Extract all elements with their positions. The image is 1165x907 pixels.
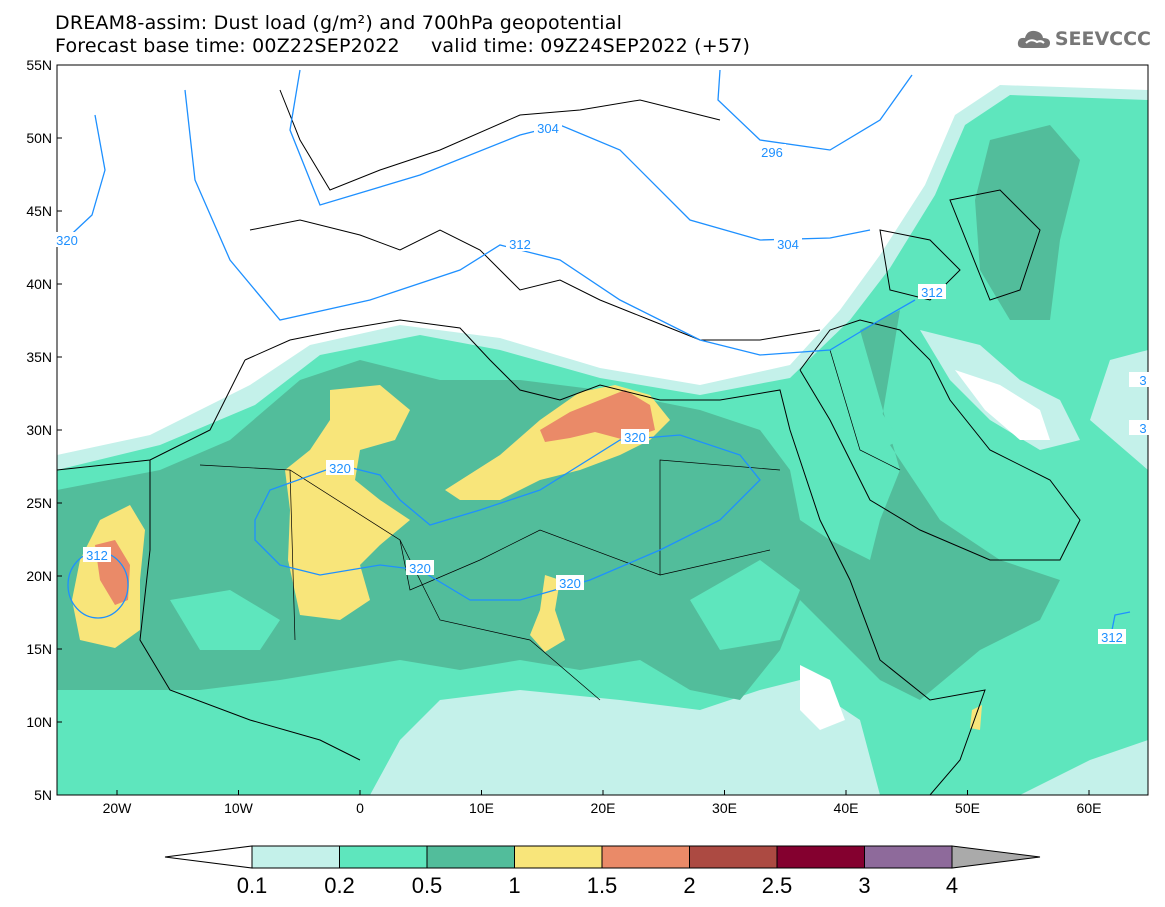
colorbar-tick-label: 2.5 xyxy=(762,873,793,898)
dust-1 xyxy=(285,385,410,620)
contour-label-bg xyxy=(1129,420,1157,435)
lat-label: 30N xyxy=(26,422,52,438)
colorbar-swatch xyxy=(426,845,515,869)
forecast-times: Forecast base time: 00Z22SEP2022 valid t… xyxy=(55,35,751,57)
contour-label: 3 xyxy=(1139,421,1146,436)
contour-label: 312 xyxy=(1101,630,1123,645)
map-title: DREAM8-assim: Dust load (g/m²) and 700hP… xyxy=(55,12,623,34)
contour-label: 312 xyxy=(509,237,531,252)
dust-field xyxy=(57,69,1148,795)
colorbar-swatch xyxy=(864,845,953,869)
logo-text: SEEVCCC xyxy=(1054,28,1151,50)
lat-label: 55N xyxy=(26,57,52,73)
colorbar-swatch xyxy=(601,845,690,869)
cloud-icon xyxy=(1017,30,1050,48)
lat-label: 20N xyxy=(26,568,52,584)
contour-label: 312 xyxy=(921,285,943,300)
colorbar-swatch xyxy=(251,845,340,869)
dust-0.2-inner xyxy=(170,410,900,650)
lat-label: 15N xyxy=(26,641,52,657)
lat-label: 45N xyxy=(26,203,52,219)
contour-label-bg xyxy=(83,547,111,562)
lon-label: 10W xyxy=(224,800,254,816)
colorbar-tick-label: 2 xyxy=(683,873,695,898)
dust-clear-arabia xyxy=(955,370,1050,440)
colorbar-low-arrow xyxy=(164,845,253,869)
colorbar: 0.1 0.2 0.5 1 1.5 2 2.5 3 4 xyxy=(164,845,1041,898)
borders xyxy=(199,349,901,701)
contour-label: 320 xyxy=(56,233,78,248)
contour-label-bg xyxy=(774,236,802,251)
lat-label: 5N xyxy=(34,787,52,803)
lat-label: 25N xyxy=(26,495,52,511)
colorbar-swatch xyxy=(514,845,603,869)
longitude-labels: 20W 10W 0 10E 20E 30E 40E 50E 60E xyxy=(103,790,1102,816)
contour-label-bg xyxy=(621,429,649,444)
colorbar-swatch xyxy=(339,845,428,869)
contour-label-bg xyxy=(53,232,81,247)
lon-label: 20E xyxy=(591,800,616,816)
lon-label: 60E xyxy=(1077,800,1102,816)
colorbar-swatch xyxy=(689,845,778,869)
contour-label: 320 xyxy=(329,461,351,476)
colorbar-tick-label: 1.5 xyxy=(587,873,618,898)
contour-label-bg xyxy=(534,120,562,135)
colorbar-tick-label: 0.5 xyxy=(412,873,443,898)
latitude-labels: 55N 50N 45N 40N 35N 30N 25N 20N 15N 10N 5N xyxy=(26,57,62,803)
lon-label: 0 xyxy=(356,800,364,816)
contour-label: 320 xyxy=(624,430,646,445)
contour-label-bg xyxy=(1098,629,1126,644)
colorbar-high-arrow xyxy=(951,845,1041,869)
dust-clear-africa xyxy=(800,665,845,730)
lat-label: 50N xyxy=(26,130,52,146)
contour-label: 304 xyxy=(537,121,559,136)
colorbar-swatch xyxy=(776,845,865,869)
contour-label-bg xyxy=(758,144,786,159)
dust-0.5-north xyxy=(975,125,1080,320)
colorbar-tick-label: 0.2 xyxy=(324,873,355,898)
contour-label-bg xyxy=(506,236,534,251)
lon-label: 30E xyxy=(712,800,737,816)
contour-label-bg xyxy=(326,460,354,475)
contour-label-bg xyxy=(406,560,434,575)
lon-label: 50E xyxy=(955,800,980,816)
lat-label: 35N xyxy=(26,349,52,365)
contour-label: 3 xyxy=(1139,373,1146,388)
seevccc-logo: SEEVCCC xyxy=(1017,28,1151,50)
colorbar-tick-label: 3 xyxy=(858,873,870,898)
lat-label: 40N xyxy=(26,276,52,292)
contour-label: 304 xyxy=(777,237,799,252)
dust-1-chad xyxy=(530,575,565,652)
contour-label: 312 xyxy=(86,548,108,563)
contour-labels: 304 304 296 312 312 320 320 320 320 312 312 320 3 3 xyxy=(53,120,1157,645)
lat-label: 10N xyxy=(26,714,52,730)
lon-label: 40E xyxy=(834,800,859,816)
colorbar-tick-label: 0.1 xyxy=(237,873,268,898)
contour-label-bg xyxy=(556,575,584,590)
contour-label-bg xyxy=(918,284,946,299)
contour-label: 320 xyxy=(409,561,431,576)
colorbar-tick-label: 4 xyxy=(946,873,958,898)
contour-label: 320 xyxy=(559,576,581,591)
contour-label: 296 xyxy=(761,145,783,160)
lon-label: 20W xyxy=(103,800,133,816)
contour-label-bg xyxy=(1129,372,1157,387)
colorbar-tick-label: 1 xyxy=(508,873,520,898)
lon-label: 10E xyxy=(469,800,494,816)
